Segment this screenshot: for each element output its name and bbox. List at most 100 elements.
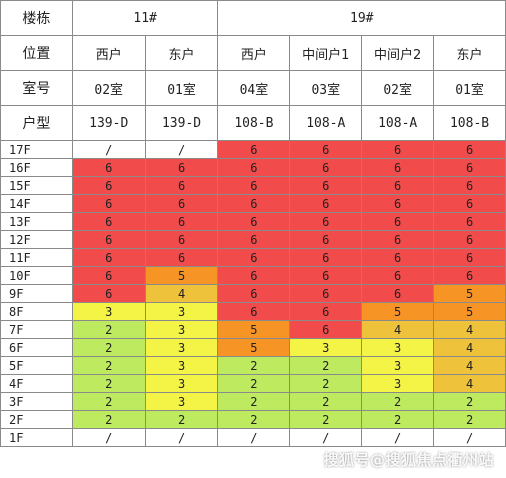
- unit-cell: 2: [217, 356, 291, 375]
- type-cell: 108-A: [361, 105, 435, 141]
- unit-cell: 6: [217, 248, 291, 267]
- unit-cell: 6: [289, 266, 363, 285]
- unit-cell: 6: [433, 230, 506, 249]
- floor-label: 15F: [0, 176, 73, 195]
- floor-row: 11F 6 6 6 6 6 6: [0, 248, 506, 267]
- unit-cell: 6: [217, 176, 291, 195]
- unit-cell: 5: [361, 302, 435, 321]
- unit-cell: 6: [71, 230, 146, 249]
- unit-cell: 6: [144, 176, 219, 195]
- unit-cell: 6: [217, 194, 291, 213]
- unit-cell: 2: [217, 392, 291, 411]
- room-cell: 01室: [144, 70, 219, 106]
- row-label-building: 楼栋: [0, 0, 73, 36]
- unit-cell: 6: [71, 248, 146, 267]
- unit-cell: 4: [361, 320, 435, 339]
- unit-cell: 6: [71, 284, 146, 303]
- unit-cell: 6: [361, 266, 435, 285]
- floor-label: 9F: [0, 284, 73, 303]
- unit-cell: 2: [289, 356, 363, 375]
- unit-cell: 6: [361, 158, 435, 177]
- floor-row: 14F 6 6 6 6 6 6: [0, 194, 506, 213]
- unit-cell: 6: [433, 248, 506, 267]
- floor-label: 12F: [0, 230, 73, 249]
- unit-cell: 3: [361, 356, 435, 375]
- room-cell: 04室: [217, 70, 291, 106]
- unit-cell: 6: [289, 194, 363, 213]
- unit-cell: 6: [217, 302, 291, 321]
- unit-cell: 5: [144, 266, 219, 285]
- unit-cell: 6: [289, 284, 363, 303]
- unit-cell: /: [433, 428, 506, 447]
- unit-cell: 6: [289, 212, 363, 231]
- floor-row: 13F 6 6 6 6 6 6: [0, 212, 506, 231]
- unit-cell: 6: [144, 248, 219, 267]
- unit-cell: 6: [361, 284, 435, 303]
- position-row: 位置 西户 东户 西户 中间户1 中间户2 东户: [0, 35, 506, 71]
- position-cell: 西户: [217, 35, 291, 71]
- floor-row: 8F 3 3 6 6 5 5: [0, 302, 506, 321]
- unit-cell: 2: [71, 338, 146, 357]
- unit-cell: 6: [71, 266, 146, 285]
- unit-cell: 6: [433, 158, 506, 177]
- unit-cell: 3: [144, 302, 219, 321]
- floor-row: 10F 6 5 6 6 6 6: [0, 266, 506, 285]
- unit-cell: 6: [71, 212, 146, 231]
- row-label-position: 位置: [0, 35, 73, 71]
- unit-cell: 3: [361, 338, 435, 357]
- unit-cell: 4: [433, 374, 506, 393]
- unit-availability-table: 楼栋 11# 19# 位置 西户 东户 西户 中间户1 中间户2 东户 室号 0…: [0, 0, 506, 447]
- building-19: 19#: [217, 0, 506, 36]
- unit-cell: 6: [289, 230, 363, 249]
- unit-cell: 2: [71, 410, 146, 429]
- unit-cell: 6: [144, 194, 219, 213]
- unit-cell: 6: [289, 320, 363, 339]
- unit-cell: /: [144, 140, 219, 159]
- unit-cell: 4: [433, 356, 506, 375]
- unit-cell: 2: [361, 410, 435, 429]
- unit-cell: 2: [71, 392, 146, 411]
- unit-cell: 6: [217, 212, 291, 231]
- unit-cell: 3: [144, 374, 219, 393]
- position-cell: 中间户1: [289, 35, 363, 71]
- position-cell: 东户: [433, 35, 506, 71]
- position-cell: 中间户2: [361, 35, 435, 71]
- floor-row: 16F 6 6 6 6 6 6: [0, 158, 506, 177]
- unit-cell: 6: [361, 230, 435, 249]
- unit-cell: 6: [361, 248, 435, 267]
- unit-cell: 5: [433, 284, 506, 303]
- unit-cell: 4: [433, 338, 506, 357]
- floor-label: 8F: [0, 302, 73, 321]
- room-cell: 01室: [433, 70, 506, 106]
- unit-cell: /: [71, 140, 146, 159]
- unit-cell: 5: [433, 302, 506, 321]
- floor-row: 12F 6 6 6 6 6 6: [0, 230, 506, 249]
- floor-row: 5F 2 3 2 2 3 4: [0, 356, 506, 375]
- unit-cell: 2: [217, 410, 291, 429]
- floor-row: 3F 2 3 2 2 2 2: [0, 392, 506, 411]
- floor-label: 11F: [0, 248, 73, 267]
- unit-cell: 2: [361, 392, 435, 411]
- row-label-type: 户型: [0, 105, 73, 141]
- room-cell: 02室: [361, 70, 435, 106]
- type-row: 户型 139-D 139-D 108-B 108-A 108-A 108-B: [0, 105, 506, 141]
- type-cell: 108-B: [433, 105, 506, 141]
- unit-cell: /: [71, 428, 146, 447]
- row-label-room: 室号: [0, 70, 73, 106]
- floor-label: 5F: [0, 356, 73, 375]
- unit-cell: 6: [217, 158, 291, 177]
- unit-cell: 6: [289, 248, 363, 267]
- unit-cell: 6: [289, 140, 363, 159]
- floor-label: 14F: [0, 194, 73, 213]
- unit-cell: 6: [217, 140, 291, 159]
- floor-label: 2F: [0, 410, 73, 429]
- unit-cell: 3: [144, 338, 219, 357]
- unit-cell: 6: [71, 194, 146, 213]
- floor-label: 4F: [0, 374, 73, 393]
- unit-cell: 3: [144, 392, 219, 411]
- floor-row: 1F / / / / / /: [0, 428, 506, 447]
- unit-cell: /: [361, 428, 435, 447]
- unit-cell: 2: [71, 320, 146, 339]
- floor-label: 6F: [0, 338, 73, 357]
- unit-cell: 3: [361, 374, 435, 393]
